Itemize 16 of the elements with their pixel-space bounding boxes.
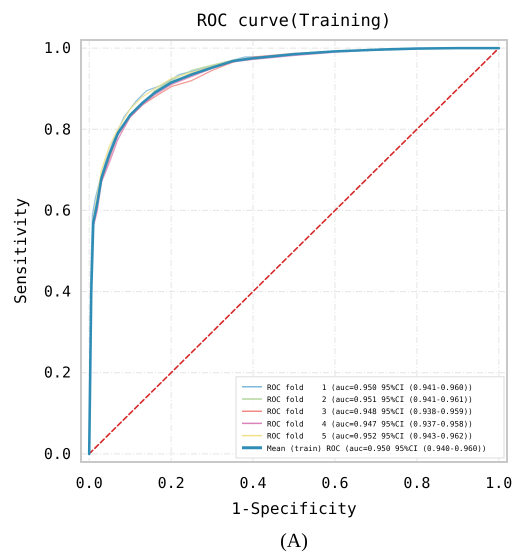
text: (A) [280, 530, 308, 552]
y-tick-label: 0.8 [44, 120, 71, 138]
chart-title: ROC curve(Training) [196, 11, 392, 31]
y-tick-label: 0.4 [44, 282, 71, 301]
y-tick-label: 1.0 [44, 39, 71, 58]
x-tick-label: 0.4 [239, 474, 267, 492]
y-tick-label: 0.2 [44, 364, 71, 382]
y-tick-label: 0.0 [44, 444, 71, 463]
x-tick-label: 0.2 [158, 474, 185, 492]
y-axis-title: Sensitivity [11, 198, 30, 304]
x-tick-label: 0.6 [321, 474, 349, 492]
x-tick-label: 1.0 [485, 474, 512, 492]
y-tick-label: 0.6 [44, 201, 71, 220]
x-tick-label: 0.8 [403, 474, 430, 492]
x-tick-label: 0.0 [76, 474, 103, 492]
x-axis-title: 1-Specificity [231, 499, 357, 518]
